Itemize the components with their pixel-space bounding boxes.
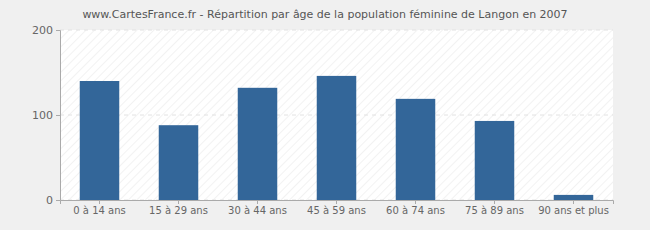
x-tick: 30 à 44 ans <box>228 200 287 216</box>
plot-background <box>60 30 613 200</box>
y-tick: 200 <box>32 24 60 37</box>
chart: www.CartesFrance.fr - Répartition par âg… <box>0 0 650 230</box>
x-tick: 15 à 29 ans <box>149 200 208 216</box>
bar <box>317 76 357 200</box>
x-tick-mark <box>336 200 337 204</box>
x-tick-label: 15 à 29 ans <box>149 205 208 216</box>
x-tick-label: 90 ans et plus <box>538 205 609 216</box>
bar <box>238 88 278 200</box>
x-tick: 0 à 14 ans <box>73 200 125 216</box>
y-tick: 0 <box>46 194 60 207</box>
y-tick-label: 200 <box>32 24 53 37</box>
y-tick-mark <box>56 200 60 201</box>
y-tick-label: 100 <box>32 109 53 122</box>
y-tick-mark <box>56 30 60 31</box>
x-tick-label: 45 à 59 ans <box>307 205 366 216</box>
x-tick-label: 0 à 14 ans <box>73 205 125 216</box>
x-tick: 45 à 59 ans <box>307 200 366 216</box>
x-axis: 0 à 14 ans 15 à 29 ans 30 à 44 ans 45 à 59 … <box>61 200 614 216</box>
y-axis: 0 100 200 <box>32 24 61 207</box>
y-tick: 100 <box>32 109 60 122</box>
x-tick-mark <box>99 200 100 204</box>
bar <box>159 125 199 200</box>
y-axis-line <box>56 31 61 201</box>
bars <box>80 76 594 200</box>
x-tick-mark <box>573 200 574 204</box>
x-tick-mark <box>494 200 495 204</box>
x-tick-label: 60 à 74 ans <box>386 205 445 216</box>
bar <box>80 81 120 200</box>
bar <box>396 99 436 200</box>
bar <box>475 121 515 200</box>
plot: 0 100 200 0 à 14 ans 15 à 29 ans 30 à 44 ans 4… <box>32 24 614 216</box>
y-tick-label: 0 <box>46 194 53 207</box>
title: www.CartesFrance.fr - Répartition par âg… <box>82 8 567 21</box>
x-tick-label: 30 à 44 ans <box>228 205 287 216</box>
bar <box>554 195 594 200</box>
x-tick: 90 ans et plus <box>538 200 609 216</box>
y-tick-mark <box>56 115 60 116</box>
x-tick: 60 à 74 ans <box>386 200 445 216</box>
x-axis-line <box>61 201 614 205</box>
grid-line <box>60 30 613 31</box>
x-tick-mark <box>178 200 179 204</box>
x-tick-mark <box>257 200 258 204</box>
x-tick: 75 à 89 ans <box>465 200 524 216</box>
x-tick-label: 75 à 89 ans <box>465 205 524 216</box>
x-tick-mark <box>415 200 416 204</box>
